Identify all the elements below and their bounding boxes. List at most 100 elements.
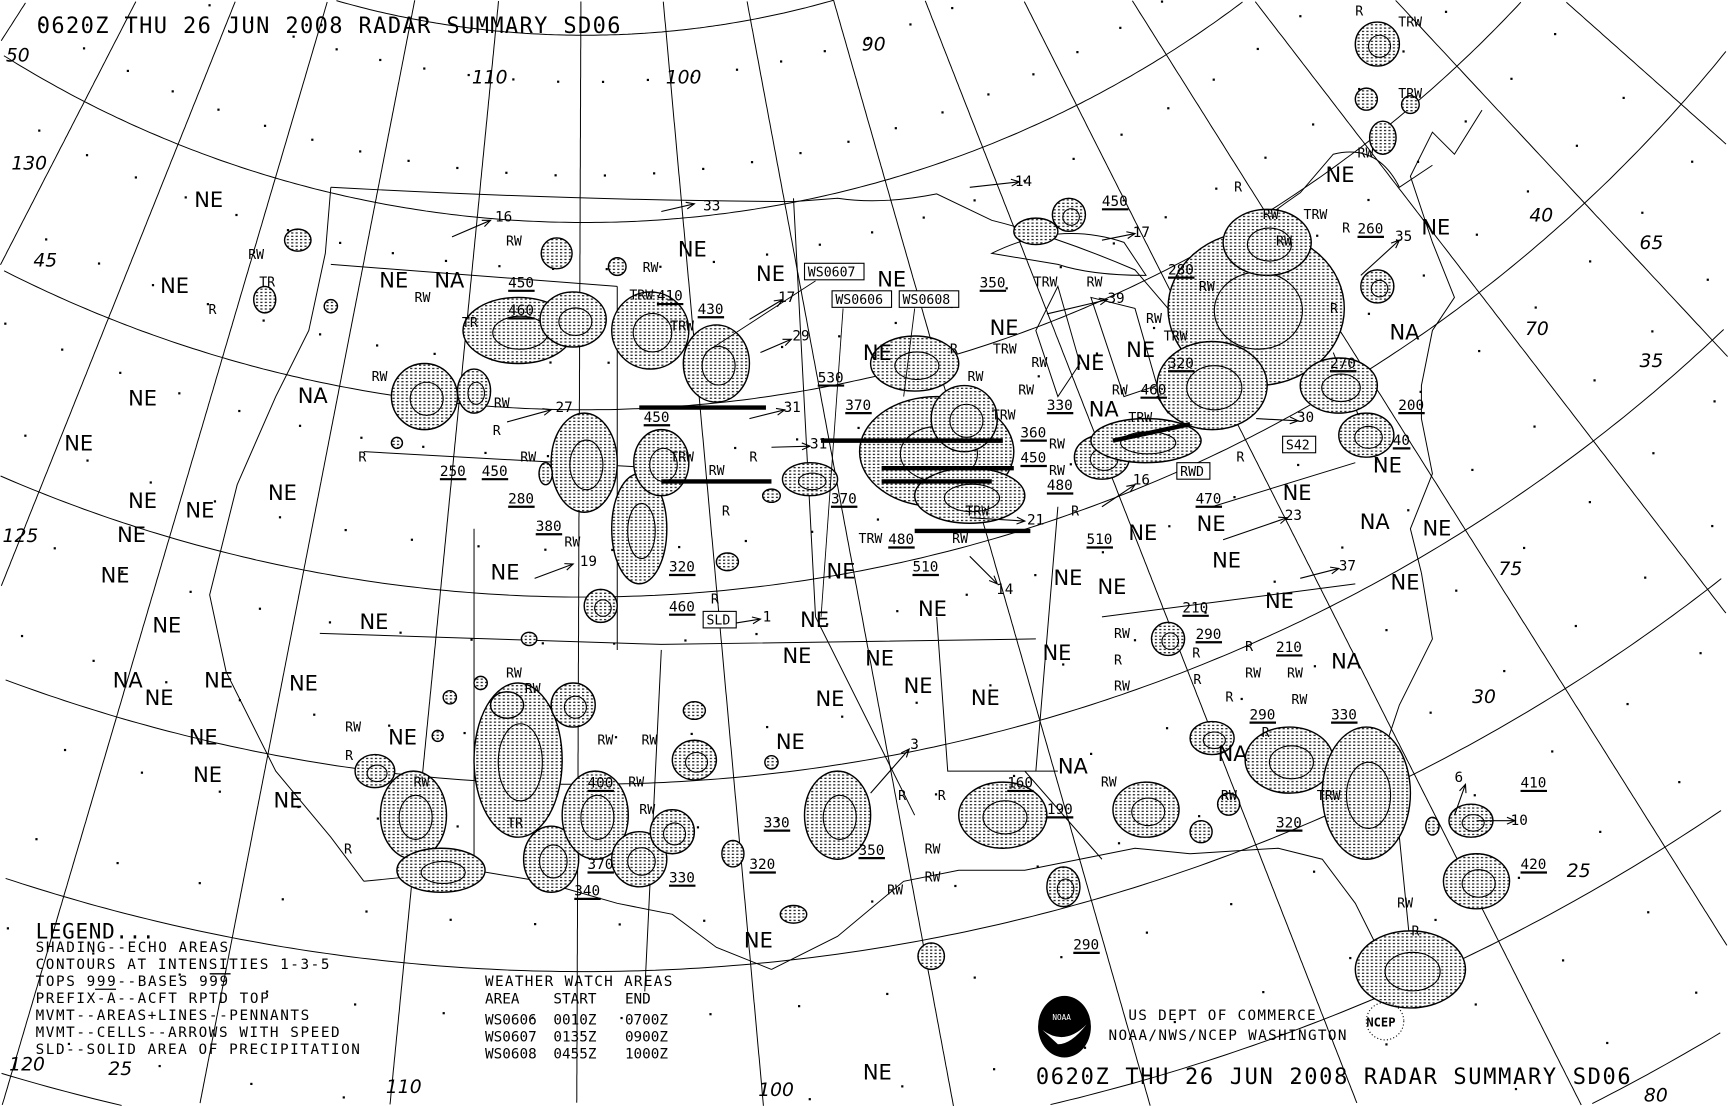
precip-type: TRW [858,532,882,547]
grid-dot [709,1013,712,1016]
watch-leader-line [903,308,916,397]
echo-top: 370 [588,857,614,873]
echo-area [473,675,488,691]
grid-dot [549,361,552,364]
grid-dot [265,990,269,993]
echo-area [1360,269,1395,304]
grid-dot [1060,956,1063,959]
echo-top: 330 [1047,398,1073,414]
echo-area [489,691,525,719]
grid-dot [4,322,7,325]
watch-box-label: WS0607 [803,262,865,281]
region-code: NE [744,928,773,952]
grid-dot [250,1082,253,1086]
grid-dot [365,910,368,913]
region-code: NE [1128,521,1157,545]
precip-type: TRW [670,319,694,334]
grid-dot [614,736,618,739]
grid-dot [1262,991,1265,994]
grid-dot [140,771,144,774]
grid-dot [82,47,86,50]
echo-area [721,839,745,868]
echo-area [1354,87,1379,111]
grid-dot [901,1085,904,1088]
cell-movement-arrow [771,442,812,451]
grid-dot [750,161,754,164]
echo-area [520,631,538,647]
precip-type: RW [1018,383,1034,398]
echo-area [540,237,573,270]
echo-top: 250 [440,464,466,480]
intensity-contour [1186,365,1243,411]
watch-box-label: WS0606 [831,290,893,308]
cell-speed: 6 [1454,770,1463,786]
grid-dot [433,352,436,355]
echo-area [1321,726,1412,860]
graticule-label: 50 [6,46,30,67]
cell-movement-arrow [1101,483,1137,508]
grid-dot [328,621,332,624]
region-code: NE [990,316,1019,340]
cell-movement-arrow [1476,816,1517,825]
grid-dot [6,927,10,930]
grid-dot [278,516,282,519]
watch-box-label: WS0608 [898,290,960,308]
watch-leader-line [820,308,844,617]
grid-dot [86,459,89,462]
region-code: NE [1373,454,1402,478]
grid-dot [53,547,56,550]
echo-area [1013,217,1059,246]
grid-dot [379,58,382,62]
echo-top: 320 [1276,815,1302,831]
grid-dot [847,140,850,143]
watch-table-row: WS0606 0010Z 0700Z [485,1012,668,1028]
grid-dot [335,48,338,51]
cell-speed: 1 [763,609,772,625]
grid-dot [24,434,27,437]
grid-dot [954,884,957,888]
grid-dot [744,539,747,543]
cell-movement-arrow [661,201,696,213]
watch-table-column-header: AREA [485,992,520,1008]
intensity-contour [1370,279,1389,298]
echo-top: 330 [764,815,790,831]
grid-dot [886,992,889,996]
echo-top: 360 [1020,425,1046,441]
grid-dot [477,545,480,548]
region-code: NE [1391,570,1420,594]
grid-dot [250,20,253,24]
grid-dot [1588,501,1591,504]
echo-area [761,488,781,504]
grid-dot [1313,665,1317,668]
precip-type: R [1114,653,1122,668]
grid-dot [1475,233,1478,236]
grid-dot [684,639,687,642]
grid-dot [1534,306,1537,309]
graticule-label: 25 [108,1059,132,1080]
grid-dot [470,638,473,641]
echo-area [583,588,618,624]
precip-type: RW [506,666,522,681]
grid-dot [909,23,912,26]
watch-box-text: RWD [1180,465,1204,480]
movement-pennant [1112,421,1191,443]
grid-dot [423,67,426,70]
watch-table-row: WS0608 0455Z 1000Z [485,1047,668,1063]
grid-dot [126,69,129,73]
grid-dot [20,634,24,638]
echo-top: 450 [644,410,670,426]
grid-dot [557,80,560,83]
intensity-contour [563,695,587,719]
grid-dot [780,345,784,349]
graticule-label: 125 [3,526,39,547]
grid-dot [544,548,547,551]
precip-type: R [722,505,730,520]
grid-dot [1212,78,1215,81]
graticule-label: 130 [11,154,47,175]
grid-dot [951,6,954,10]
echo-area [930,384,999,453]
region-code: NE [1326,163,1355,187]
grid-dot [1230,903,1233,906]
